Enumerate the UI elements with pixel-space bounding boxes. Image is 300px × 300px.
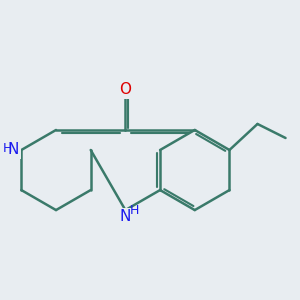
Text: O: O [119, 82, 131, 98]
Text: H: H [2, 142, 12, 155]
Text: N: N [8, 142, 19, 158]
Text: H: H [129, 204, 139, 217]
Text: N: N [120, 209, 131, 224]
